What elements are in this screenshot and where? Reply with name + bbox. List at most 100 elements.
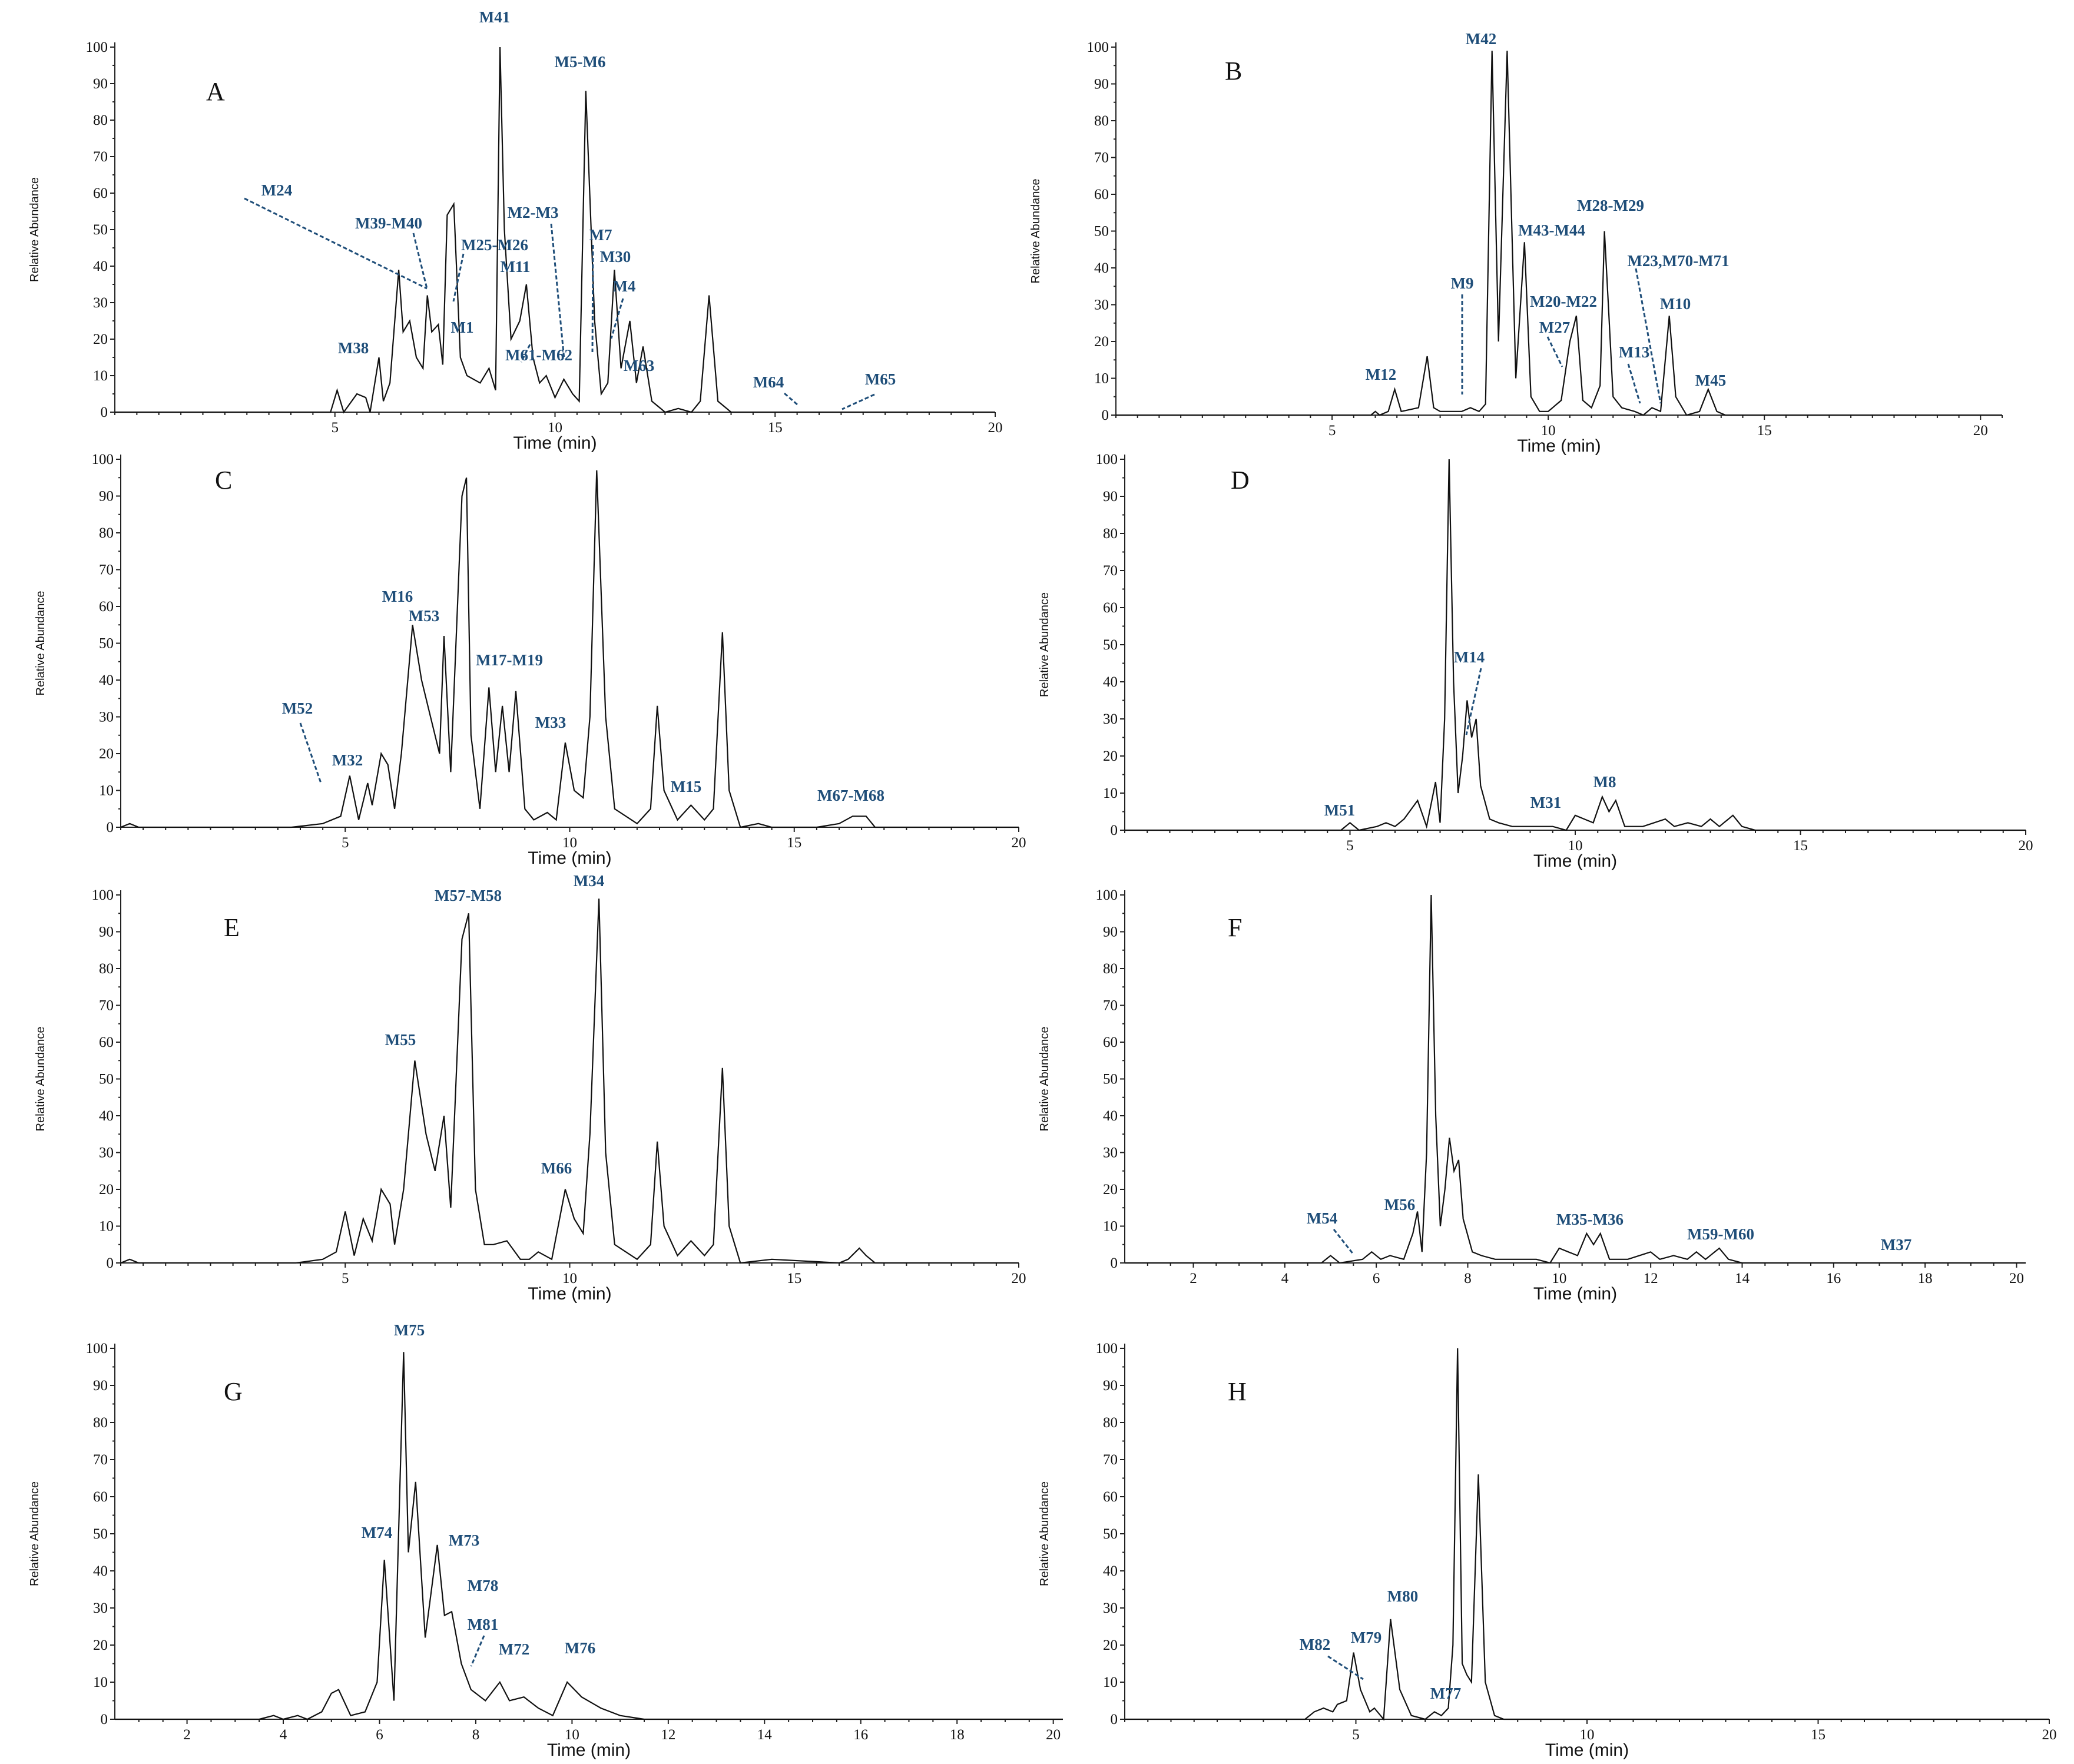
y-tick-label: 0	[1111, 823, 1118, 838]
y-tick-label: 20	[1103, 1637, 1118, 1653]
y-tick-label: 40	[1103, 1563, 1118, 1579]
peak-label: M82	[1300, 1636, 1330, 1653]
x-tick-label: 10	[562, 835, 577, 851]
y-tick-label: 10	[99, 1219, 114, 1235]
y-tick-label: 50	[1103, 637, 1118, 653]
y-tick-label: 30	[1103, 1600, 1118, 1616]
peak-label: M43-M44	[1518, 221, 1585, 239]
chromatogram-panel-a: 0 10 20 30 40 50 60 70 80 90 100 5 10 15 20 Relative Ab…	[28, 8, 1003, 453]
y-tick-label: 80	[1103, 1415, 1118, 1431]
y-tick-label: 0	[1111, 1712, 1118, 1727]
peak-label: M37	[1881, 1236, 1911, 1254]
y-axis-title: Relative Abundance	[34, 1027, 47, 1132]
trace-line-c	[120, 470, 1019, 828]
x-tick-label: 14	[757, 1727, 773, 1743]
peak-label: M51	[1324, 801, 1355, 819]
peak-leader-line	[1333, 1229, 1354, 1255]
peak-leader-line	[412, 233, 428, 289]
peak-label: M10	[1660, 295, 1691, 313]
x-tick-label: 15	[1793, 838, 1808, 854]
peak-leader-line	[591, 244, 594, 353]
y-tick-label: 70	[1094, 150, 1109, 166]
peak-leader-line	[299, 722, 322, 784]
peak-label: M80	[1387, 1587, 1418, 1605]
peak-label: M45	[1695, 372, 1726, 389]
peak-label: M33	[535, 714, 566, 731]
peak-label: M17-M19	[476, 651, 543, 669]
y-axis-title: Relative Abundance	[28, 1481, 41, 1586]
x-tick-label: 5	[342, 1271, 349, 1286]
peak-leader-line	[784, 392, 799, 406]
y-tick-label: 0	[1111, 1255, 1118, 1271]
chromatogram-panel-e: 0 10 20 30 40 50 60 70 80 90 100 5 10 15 20 Relative Ab…	[34, 872, 1026, 1304]
x-tick-label: 8	[472, 1727, 480, 1743]
x-tick-label: 20	[2019, 838, 2033, 854]
peak-label: M7	[589, 226, 612, 244]
x-axis-title: Time (min)	[513, 433, 597, 453]
y-tick-label: 70	[93, 149, 108, 165]
panel-label-c: C	[215, 466, 232, 495]
peak-label: M12	[1366, 366, 1396, 383]
peak-label: M27	[1539, 319, 1570, 336]
peak-label: M31	[1530, 794, 1561, 811]
y-tick-label: 20	[1094, 334, 1109, 350]
peak-label: M9	[1451, 274, 1474, 292]
y-tick-label: 40	[1094, 260, 1109, 276]
x-axis-title: Time (min)	[1517, 436, 1601, 456]
x-tick-label: 15	[1757, 423, 1772, 439]
y-tick-label: 50	[1103, 1072, 1118, 1087]
peak-leader-line	[1546, 336, 1563, 367]
trace-line-h	[1125, 1348, 2049, 1721]
x-tick-label: 10	[1580, 1727, 1595, 1743]
trace-line-f	[1125, 894, 2026, 1264]
y-tick-label: 60	[93, 185, 108, 201]
peak-label: M5-M6	[555, 53, 606, 71]
x-tick-label: 20	[1973, 423, 1988, 439]
peak-leader-line	[520, 344, 531, 363]
y-tick-label: 60	[99, 1034, 114, 1050]
y-tick-label: 100	[92, 452, 114, 467]
x-tick-label: 15	[787, 835, 801, 851]
chromatogram-panel-b: 0 10 20 30 40 50 60 70 80 90 100 5 10 15 20 Relative Ab…	[1029, 30, 2003, 456]
peak-label: M24	[261, 181, 292, 199]
panel-label-e: E	[224, 913, 240, 942]
y-tick-label: 80	[99, 525, 114, 541]
peak-leader-line	[1327, 1655, 1364, 1680]
trace-line-d	[1125, 459, 2026, 831]
chromatogram-panel-d: 0 10 20 30 40 50 60 70 80 90 100 5 10 15 20 Relative Ab…	[1038, 452, 2033, 871]
x-tick-label: 18	[1918, 1271, 1933, 1286]
y-tick-label: 10	[1103, 785, 1118, 801]
x-axis-title: Time (min)	[1545, 1740, 1629, 1760]
x-tick-label: 4	[1281, 1271, 1289, 1286]
y-tick-label: 100	[1096, 887, 1118, 903]
x-tick-label: 10	[1568, 838, 1583, 854]
y-tick-label: 90	[99, 489, 114, 505]
x-axis-title: Time (min)	[528, 1284, 611, 1304]
y-tick-label: 70	[1103, 1452, 1118, 1468]
y-tick-label: 10	[1103, 1219, 1118, 1235]
x-tick-label: 16	[1826, 1271, 1841, 1286]
y-tick-label: 50	[99, 636, 114, 652]
y-tick-label: 60	[99, 599, 114, 615]
y-tick-label: 30	[1103, 711, 1118, 727]
y-tick-label: 100	[1096, 452, 1118, 467]
peak-label: M38	[338, 339, 369, 357]
x-tick-label: 10	[548, 420, 562, 436]
peak-label: M32	[332, 751, 363, 769]
peak-label: M2-M3	[508, 204, 559, 221]
y-tick-label: 80	[1103, 961, 1118, 977]
y-tick-label: 90	[93, 76, 108, 92]
x-tick-label: 6	[376, 1727, 383, 1743]
y-axis-title: Relative Abundance	[1038, 1027, 1051, 1132]
peak-label: M75	[394, 1321, 425, 1339]
peak-leader-line	[841, 393, 875, 410]
y-tick-label: 60	[1103, 1034, 1118, 1050]
x-tick-label: 10	[565, 1727, 579, 1743]
x-axis-title: Time (min)	[1533, 1284, 1617, 1304]
y-tick-label: 50	[1094, 224, 1109, 240]
x-tick-label: 8	[1464, 1271, 1472, 1286]
peak-label: M34	[574, 872, 604, 890]
y-tick-label: 10	[1094, 371, 1109, 387]
x-tick-label: 5	[1328, 423, 1336, 439]
